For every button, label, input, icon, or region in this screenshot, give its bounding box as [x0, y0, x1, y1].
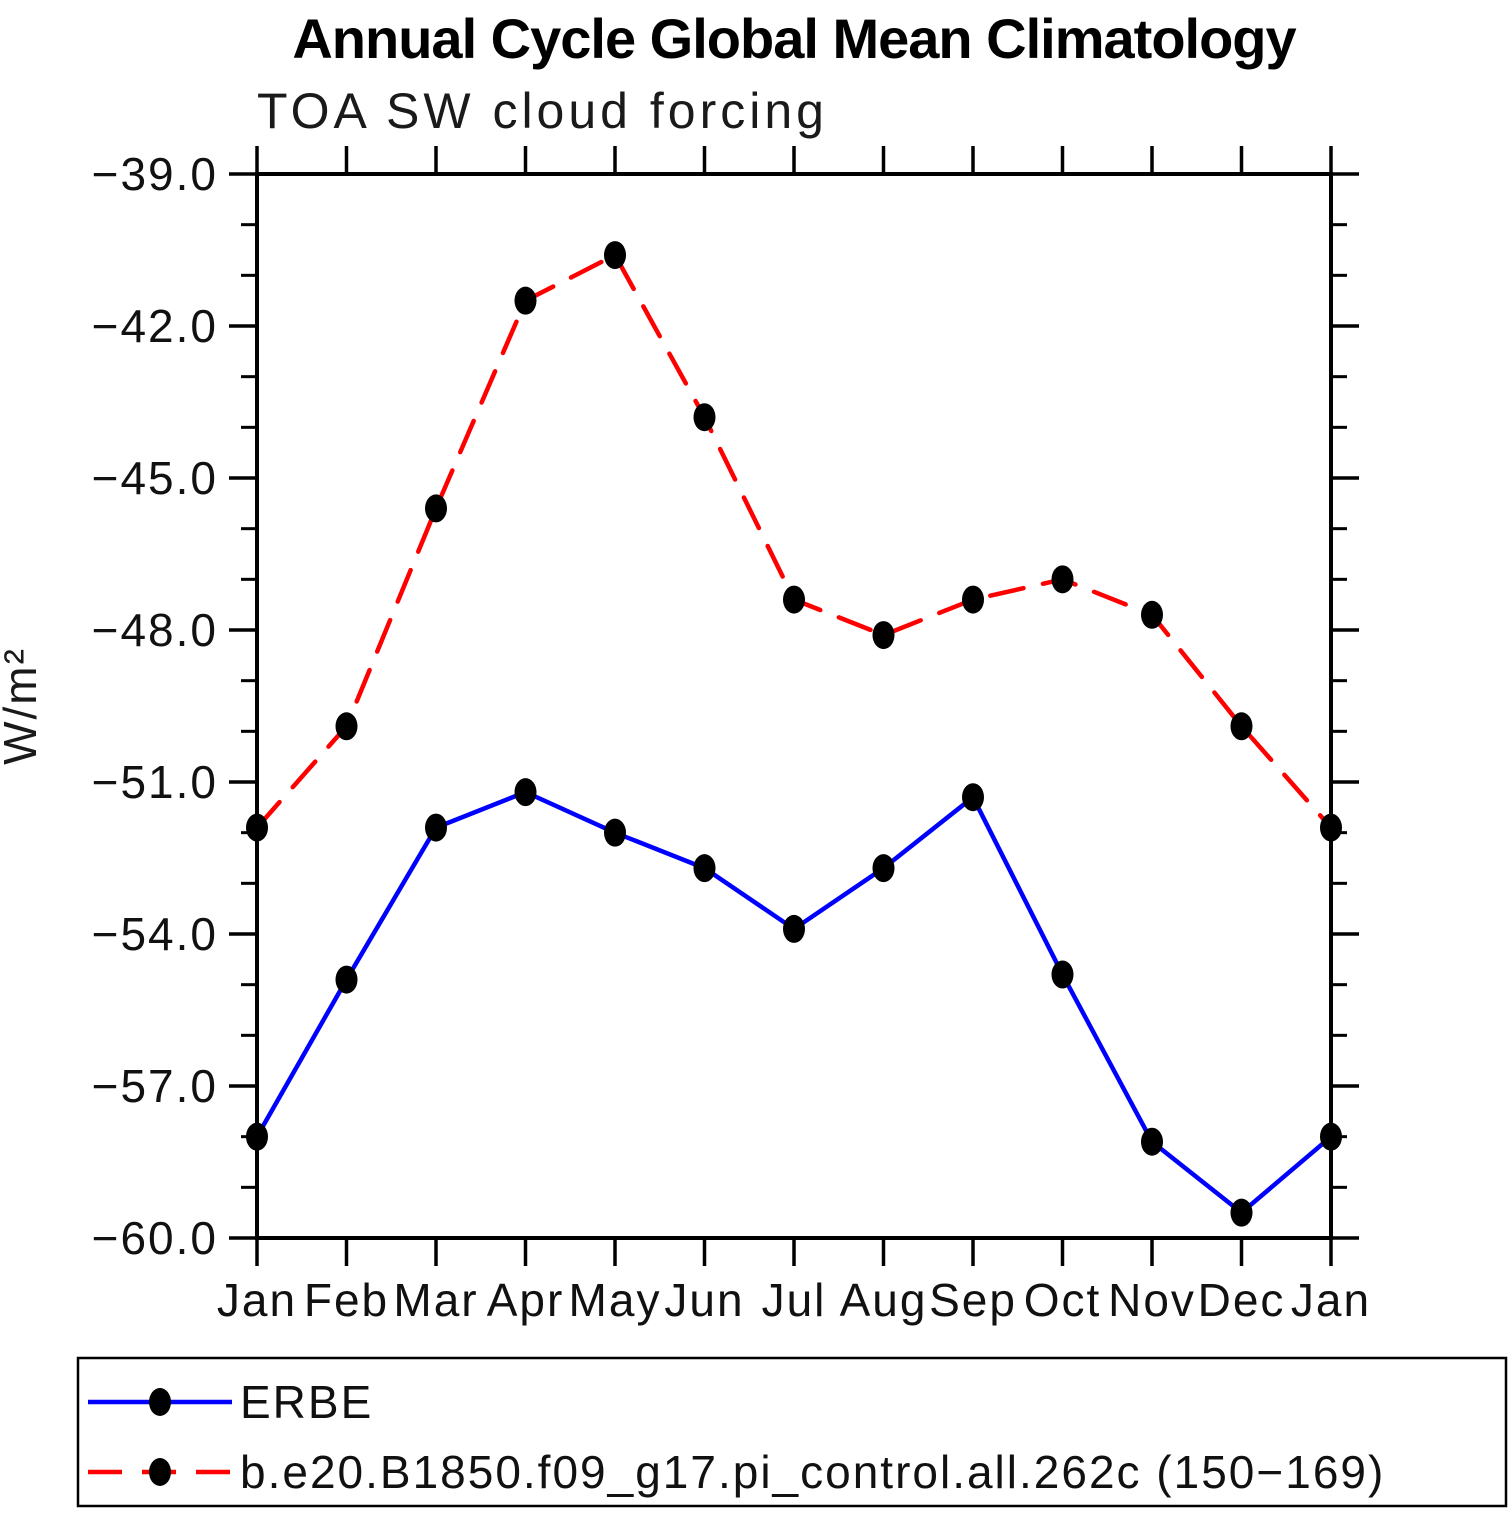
series-1-marker — [1051, 565, 1074, 594]
series-1-marker — [604, 241, 626, 270]
y-tick-label: −45.0 — [92, 452, 218, 504]
y-tick-label: −54.0 — [92, 908, 218, 960]
series-1-marker — [962, 585, 984, 614]
series-0-marker — [783, 914, 805, 943]
legend-sample-marker-erbe — [149, 1388, 171, 1416]
data-series — [246, 241, 1342, 1227]
legend-label-erbe: ERBE — [240, 1376, 373, 1428]
y-axis-title: W/m² — [0, 647, 46, 765]
series-0-marker — [962, 783, 984, 812]
x-tick-label: Aug — [840, 1274, 928, 1326]
y-tick-label: −60.0 — [92, 1212, 218, 1264]
y-tick-label: −39.0 — [92, 148, 218, 200]
x-tick-label: Jun — [664, 1274, 744, 1326]
series-1-marker — [514, 286, 537, 315]
series-0-marker — [872, 854, 895, 883]
chart-subtitle: TOA SW cloud forcing — [257, 83, 828, 139]
x-tick-label: Jan — [1291, 1274, 1371, 1326]
x-tick-label: Jul — [762, 1274, 827, 1326]
x-tick-label: May — [569, 1274, 662, 1326]
series-1-marker — [1141, 600, 1163, 629]
y-tick-label: −57.0 — [92, 1060, 218, 1112]
legend: ERBE b.e20.B1850.f09_g17.pi_control.all.… — [76, 1356, 1508, 1508]
legend-box — [76, 1356, 1508, 1508]
series-0-marker — [693, 854, 716, 883]
series-0-marker — [1320, 1122, 1342, 1151]
series-1-marker — [246, 813, 268, 842]
series-1-marker — [1320, 813, 1342, 842]
y-tick-label: −48.0 — [92, 604, 218, 656]
series-0-marker — [604, 818, 626, 847]
x-tick-label: Sep — [929, 1274, 1017, 1326]
series-0-marker — [425, 813, 447, 842]
series-0-marker — [1141, 1127, 1163, 1156]
series-0-marker — [514, 778, 537, 807]
series-0-marker — [246, 1122, 268, 1151]
plot-frame — [255, 172, 1333, 1240]
axes: Jan Feb Mar Apr May Jun Jul Aug Sep Oct Nov Dec Jan−… — [92, 146, 1371, 1326]
series-1-marker — [335, 712, 358, 741]
x-tick-label: Oct — [1024, 1274, 1102, 1326]
x-tick-label: Mar — [393, 1274, 478, 1326]
x-tick-label: Feb — [304, 1274, 389, 1326]
series-0-marker — [335, 965, 358, 994]
series-1-marker — [1230, 712, 1253, 741]
legend-label-model: b.e20.B1850.f09_g17.pi_control.all.262c … — [240, 1446, 1385, 1498]
x-tick-label: Dec — [1198, 1274, 1286, 1326]
y-tick-label: −51.0 — [92, 756, 218, 808]
series-1-marker — [693, 403, 716, 432]
x-tick-label: Nov — [1108, 1274, 1196, 1326]
series-0-marker — [1230, 1198, 1253, 1227]
legend-sample-marker-model — [149, 1458, 171, 1486]
series-1-marker — [783, 585, 805, 614]
series-1-marker — [872, 621, 895, 650]
y-tick-label: −42.0 — [92, 300, 218, 352]
series-1-line — [254, 252, 1334, 830]
x-tick-label: Jan — [217, 1274, 297, 1326]
series-1-marker — [425, 494, 447, 523]
x-tick-label: Apr — [487, 1274, 565, 1326]
page-title: Annual Cycle Global Mean Climatology — [292, 7, 1296, 70]
series-0-marker — [1051, 960, 1074, 989]
series-0-line — [254, 789, 1334, 1215]
